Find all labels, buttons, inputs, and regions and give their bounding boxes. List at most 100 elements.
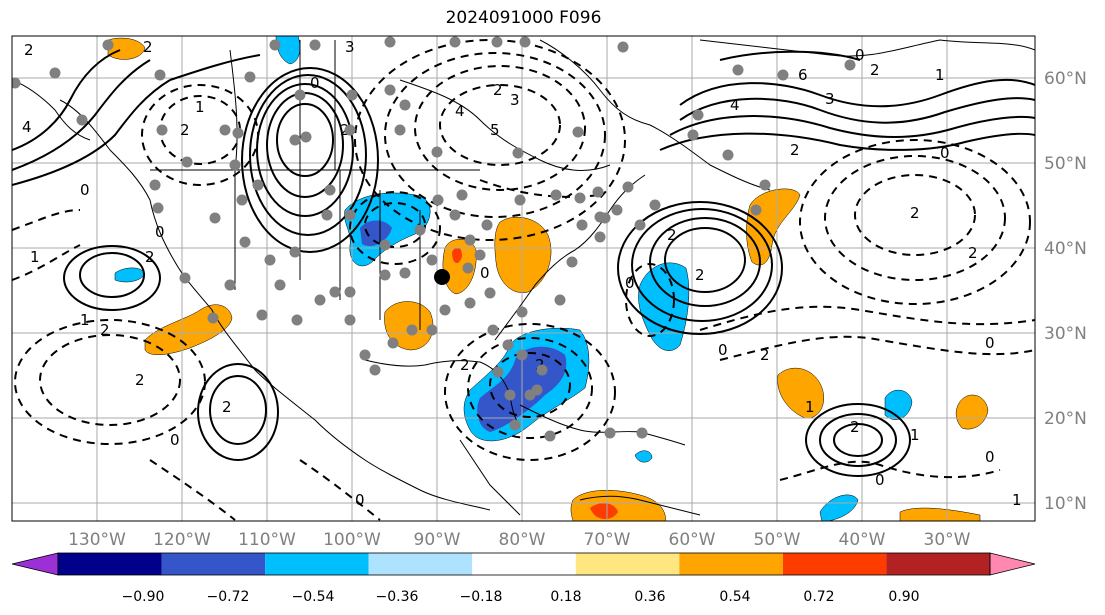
contour-label: 2 (24, 41, 34, 59)
contour-label: 2 (180, 121, 190, 139)
lat-label: 10°N (1044, 494, 1087, 514)
contours-solid (12, 49, 1035, 477)
contour-label: 1 (195, 98, 205, 116)
station-dot (439, 304, 451, 316)
shade-red (452, 247, 462, 264)
contour-label: 0 (940, 144, 950, 162)
station-dot (300, 131, 312, 143)
contour-label: 0 (625, 274, 635, 292)
station-dot (289, 134, 301, 146)
station-dot (344, 124, 356, 136)
colorbar-extend-low (11, 552, 59, 576)
contour-label: 1 (910, 426, 920, 444)
contour-label: 2 (222, 398, 232, 416)
colorbar (11, 552, 1036, 576)
station-dot (634, 219, 646, 231)
station-dot (269, 39, 281, 51)
station-dot (209, 212, 221, 224)
colorbar-segment (265, 553, 369, 575)
station-dot (399, 267, 411, 279)
station-dots (12, 36, 856, 442)
station-dot (519, 36, 531, 48)
colorbar-tick-label: −0.18 (460, 589, 503, 605)
contour-label: 3 (345, 38, 355, 56)
station-dot (426, 254, 438, 266)
station-dot (599, 212, 611, 224)
station-dot (732, 64, 744, 76)
lat-label: 40°N (1044, 239, 1087, 259)
station-dot (594, 231, 606, 243)
colorbar-segment (58, 553, 162, 575)
colorbar-segment (368, 553, 473, 575)
station-dot (384, 36, 396, 48)
contour-label: 2 (870, 61, 880, 79)
station-dot (344, 209, 356, 221)
shade-cyan (819, 494, 859, 521)
station-dot (76, 114, 88, 126)
shade-red (590, 503, 618, 520)
station-dot (244, 71, 256, 83)
station-dot (289, 246, 301, 258)
station-dot (611, 204, 623, 216)
lon-label: 40°W (839, 530, 886, 550)
contour-label: 0 (80, 181, 90, 199)
lat-label: 50°N (1044, 154, 1087, 174)
contour-label: 0 (985, 448, 995, 466)
station-dot (592, 186, 604, 198)
station-dot (464, 234, 476, 246)
contour-label: 0 (155, 223, 165, 241)
station-dot (379, 239, 391, 251)
colorbar-segment (472, 553, 576, 575)
contour-label: 2 (850, 418, 860, 436)
station-dot (414, 224, 426, 236)
shade-orange (899, 507, 981, 521)
lon-label: 110°W (238, 530, 296, 550)
colorbar-tick-label: 0.54 (719, 589, 750, 605)
contour-labels: 2 2 4 2 1 0 2 3 4 5 2 3 6 0 3 4 2 0 2 1 … (22, 38, 1022, 509)
lat-label: 30°N (1044, 324, 1087, 344)
colorbar-tick-label: 0.90 (888, 589, 919, 605)
station-dot (574, 192, 586, 204)
contour-label: 2 (667, 226, 677, 244)
shade-orange (494, 216, 552, 293)
shade-orange (107, 37, 146, 60)
station-dot (622, 181, 634, 193)
map-frame (11, 35, 1036, 522)
lat-label: 60°N (1044, 69, 1087, 89)
station-dot (154, 69, 166, 81)
station-dot (550, 189, 562, 201)
station-dot (487, 324, 499, 336)
shade-orange (777, 367, 824, 419)
contour-label: 2 (790, 141, 800, 159)
contour-label: 2 (910, 204, 920, 222)
contour-label: 0 (985, 334, 995, 352)
station-dot (359, 349, 371, 361)
colorbar-segment (161, 553, 266, 575)
station-dot (649, 199, 661, 211)
station-dot (346, 89, 358, 101)
station-dot (102, 39, 114, 51)
station-dot (512, 147, 524, 159)
station-dot (294, 89, 306, 101)
contour-label: 0 (355, 491, 365, 509)
lon-label: 60°W (669, 530, 716, 550)
station-dot (536, 364, 548, 376)
colorbar-tick-label: −0.36 (376, 589, 419, 605)
colorbar-segment (679, 553, 783, 575)
station-dot (514, 194, 526, 206)
station-dot (516, 306, 528, 318)
station-dot (399, 99, 411, 111)
colorbar-tick-label: 0.72 (803, 589, 834, 605)
station-dot (384, 84, 396, 96)
colorbar-tick-label: 0.18 (550, 589, 581, 605)
station-dot (426, 324, 438, 336)
station-dot (379, 269, 391, 281)
station-dot (462, 262, 474, 274)
contour-label: 6 (798, 66, 808, 84)
contour-label: 2 (135, 371, 145, 389)
station-dot (566, 256, 578, 268)
station-dot (321, 209, 333, 221)
station-dot (329, 286, 341, 298)
station-dot (314, 294, 326, 306)
